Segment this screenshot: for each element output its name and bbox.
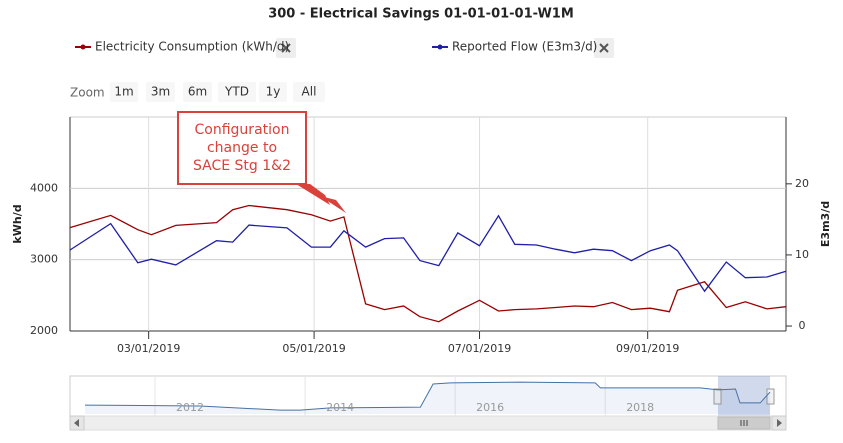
annotation: Configuration change to SACE Stg 1&2 xyxy=(177,111,346,213)
y-tick-label: 3000 xyxy=(30,253,58,266)
zoom-button-label[interactable]: 3m xyxy=(151,85,170,99)
x-tick-label: 09/01/2019 xyxy=(616,342,679,355)
zoom-button[interactable]: 1y xyxy=(259,82,287,102)
zoom-button-label[interactable]: 1y xyxy=(266,85,281,99)
zoom-button-bg[interactable] xyxy=(259,82,287,102)
x-tick-label: 07/01/2019 xyxy=(448,342,511,355)
zoom-button[interactable]: 3m xyxy=(146,82,175,102)
y2-axis-title: E3m3/d xyxy=(819,201,832,247)
y-tick-label: 2000 xyxy=(30,324,58,337)
navigator-area xyxy=(85,382,770,414)
zoom-button-label[interactable]: YTD xyxy=(224,85,249,99)
navigator-label: 2012 xyxy=(176,401,204,414)
x-tick-label: 03/01/2019 xyxy=(117,342,180,355)
zoom-button-label[interactable]: 1m xyxy=(114,85,133,99)
zoom-button-bg[interactable] xyxy=(218,82,256,102)
plot-marks xyxy=(69,117,792,416)
navigator-handle[interactable] xyxy=(713,388,722,405)
y2-tick-label: 0 xyxy=(799,319,806,332)
navigator-handle[interactable] xyxy=(766,388,775,405)
annotation-line: SACE Stg 1&2 xyxy=(193,158,291,174)
y-tick-label: 4000 xyxy=(30,181,58,194)
zoom-label: Zoom xyxy=(70,86,105,100)
scrollbar[interactable] xyxy=(69,415,787,431)
annotation-line: change to xyxy=(207,140,277,156)
legend-marker[interactable] xyxy=(437,44,443,50)
zoom-button-bg[interactable] xyxy=(293,82,325,102)
legend-label[interactable]: Electricity Consumption (kWh/d) xyxy=(95,40,289,54)
series-line xyxy=(69,214,787,293)
chart-title: 300 - Electrical Savings 01-01-01-01-W1M xyxy=(268,7,574,22)
y2-tick-label: 10 xyxy=(795,248,809,261)
zoom-button[interactable]: 1m xyxy=(110,82,138,102)
navigator-label: 2018 xyxy=(626,401,654,414)
legend-close[interactable] xyxy=(276,38,296,58)
zoom-button-bg[interactable] xyxy=(183,82,212,102)
zoom-button-bg[interactable] xyxy=(110,82,138,102)
navigator[interactable] xyxy=(69,375,787,417)
zoom-button-label[interactable]: All xyxy=(302,85,317,99)
zoom-button-label[interactable]: 6m xyxy=(188,85,207,99)
navigator-line xyxy=(84,381,771,411)
x-tick-label: 05/01/2019 xyxy=(282,342,345,355)
legend-close[interactable] xyxy=(594,38,614,58)
y-axis-title: kWh/d xyxy=(11,204,24,243)
zoom-button[interactable]: 6m xyxy=(183,82,212,102)
annotation-line: Configuration xyxy=(195,122,290,138)
navigator-label: 2014 xyxy=(326,401,354,414)
series-line xyxy=(69,204,787,323)
zoom-button-bg[interactable] xyxy=(146,82,175,102)
navigator-selection[interactable] xyxy=(718,376,770,416)
legend-label[interactable]: Reported Flow (E3m3/d) xyxy=(452,40,597,54)
legend-marker[interactable] xyxy=(80,44,86,50)
navigator-label: 2016 xyxy=(476,401,504,414)
y2-tick-label: 20 xyxy=(795,177,809,190)
zoom-button[interactable]: All xyxy=(293,82,325,102)
zoom-button[interactable]: YTD xyxy=(218,82,256,102)
